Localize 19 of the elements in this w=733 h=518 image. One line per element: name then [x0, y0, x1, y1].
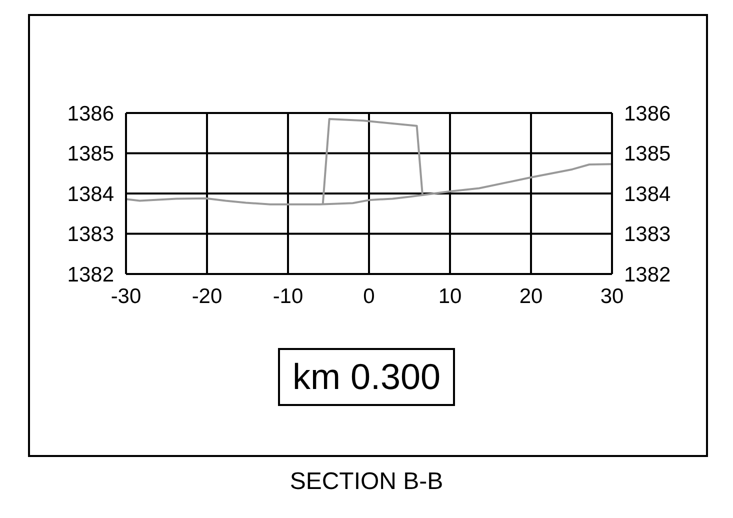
- y2-tick-label: 1385: [624, 142, 671, 166]
- text: SECTION B-B: [288, 468, 444, 496]
- x-tick-label: -10: [272, 284, 304, 308]
- y-tick-label: 1385: [67, 142, 114, 166]
- x-tick-label: -30: [110, 284, 142, 308]
- y-tick-label: 1384: [67, 182, 114, 206]
- y-tick-label: 1383: [67, 223, 114, 246]
- x-tick-label: 0: [363, 284, 375, 308]
- y2-tick-label: 1386: [624, 102, 671, 126]
- y2-tick-label: 1384: [624, 182, 672, 206]
- x-tick-label: 20: [519, 284, 543, 308]
- x-tick-label: 10: [438, 284, 462, 308]
- y-tick-label: 1386: [67, 102, 114, 126]
- text: km 0.300: [278, 348, 455, 406]
- x-tick-label: -20: [192, 284, 222, 308]
- x-tick-label: 30: [600, 284, 624, 308]
- y-tick-label: 1382: [67, 263, 114, 286]
- y2-tick-label: 1382: [624, 263, 671, 286]
- y2-tick-label: 1383: [624, 223, 671, 246]
